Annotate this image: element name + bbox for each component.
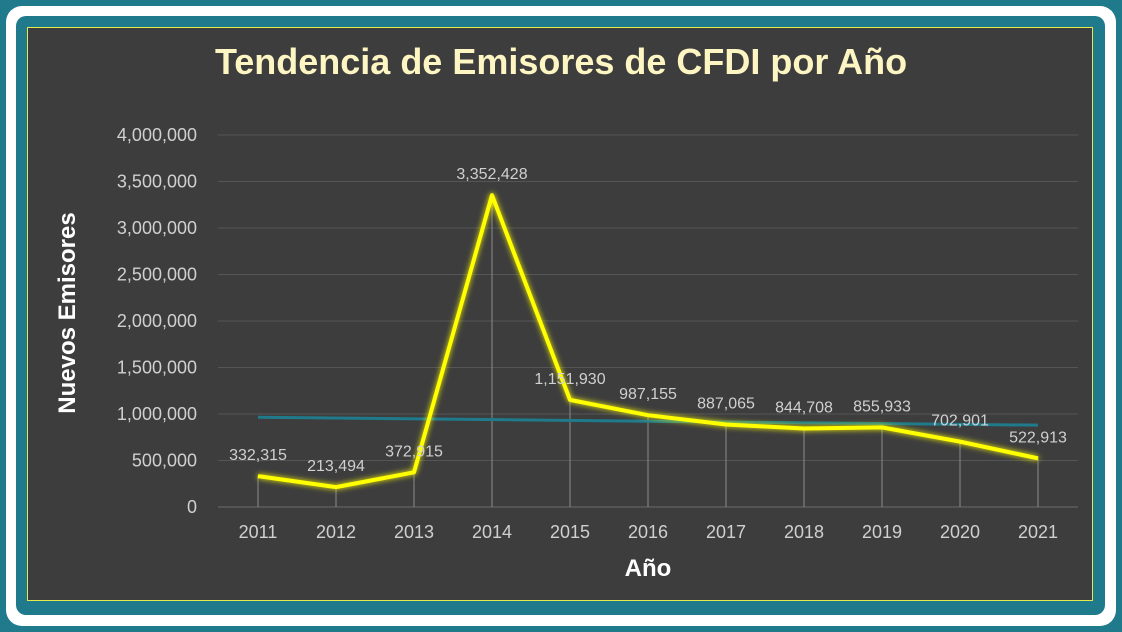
x-tick-label: 2019 (862, 522, 902, 542)
y-tick-label: 1,500,000 (117, 358, 197, 378)
data-label: 1,151,930 (534, 371, 605, 388)
x-tick-label: 2013 (394, 522, 434, 542)
chart-area (27, 27, 1093, 601)
x-tick-label: 2011 (239, 522, 278, 542)
x-tick-label: 2012 (316, 522, 356, 542)
data-label: 522,913 (1009, 429, 1067, 446)
data-label: 987,155 (619, 386, 677, 403)
data-label: 3,352,428 (456, 166, 527, 183)
x-tick-label: 2014 (472, 522, 512, 542)
y-axis-ticks: 0 500,000 1,000,000 1,500,000 2,000,000 2,500… (117, 125, 197, 517)
data-label: 332,315 (229, 447, 287, 464)
x-tick-label: 2016 (628, 522, 668, 542)
series-line (257, 193, 1039, 490)
data-label: 213,494 (307, 458, 365, 475)
y-tick-label: 0 (187, 497, 197, 517)
y-tick-label: 2,500,000 (117, 265, 197, 285)
y-tick-label: 1,000,000 (117, 404, 197, 424)
x-axis-label: Año (625, 555, 672, 582)
y-tick-label: 4,000,000 (117, 125, 197, 145)
x-axis-ticks: 2011 2012 2013 2014 2015 2016 2017 2018 2019 2020… (239, 522, 1058, 542)
y-tick-label: 2,000,000 (117, 311, 197, 331)
data-label: 702,901 (931, 413, 989, 430)
data-label: 844,708 (775, 399, 833, 416)
x-tick-label: 2018 (784, 522, 824, 542)
x-tick-label: 2017 (706, 522, 746, 542)
data-labels: 332,315 213,494 372,915 3,352,428 1,151,930 9… (229, 166, 1067, 475)
y-axis-label: Nuevos Emisores (54, 212, 81, 413)
x-tick-label: 2020 (940, 522, 980, 542)
y-tick-label: 3,000,000 (117, 218, 197, 238)
trend-line (257, 415, 1039, 427)
y-tick-label: 3,500,000 (117, 172, 197, 192)
x-tick-label: 2015 (550, 522, 590, 542)
chart-title: Tendencia de Emisores de CFDI por Año (215, 41, 907, 82)
data-label: 372,915 (385, 443, 443, 460)
data-label: 855,933 (853, 398, 911, 415)
y-tick-label: 500,000 (132, 451, 197, 471)
x-tick-label: 2021 (1018, 522, 1058, 542)
drop-lines (257, 195, 1039, 507)
data-label: 887,065 (697, 396, 755, 413)
